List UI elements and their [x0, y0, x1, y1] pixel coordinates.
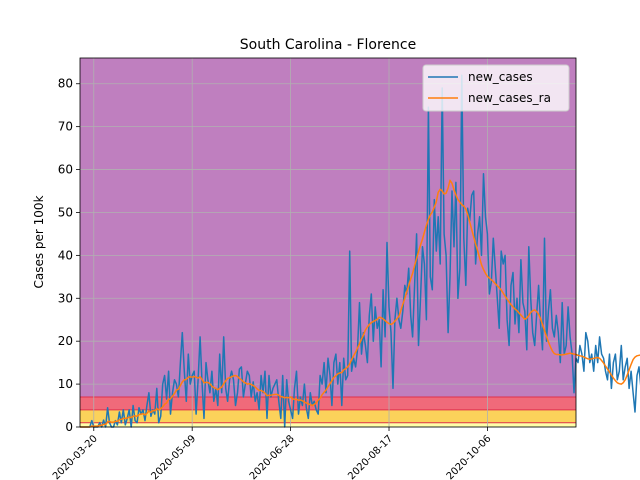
x-tick-label: 2020-08-17	[346, 433, 395, 480]
risk-bands	[80, 58, 576, 427]
x-axis: 2020-03-20 2020-05-09 2020-06-28 2020-08-17…	[51, 427, 494, 480]
plot-frame	[79, 57, 577, 428]
y-tick-label: 60	[58, 163, 73, 177]
risk-band	[80, 58, 576, 397]
y-tick-label: 50	[58, 205, 73, 219]
series-line-new_cases	[80, 74, 640, 428]
series-line-new_cases_ra	[80, 179, 640, 428]
y-tick-label: 70	[58, 120, 73, 134]
legend-label: new_cases	[468, 70, 533, 84]
risk-band	[80, 422, 576, 427]
legend: new_cases new_cases_ra	[422, 64, 570, 112]
y-tick-label: 80	[58, 77, 73, 91]
y-axis: 0 10 20 30 40 50 60 70 80	[58, 77, 80, 434]
x-tick-label: 2020-06-28	[248, 433, 297, 480]
legend-box	[422, 64, 570, 112]
y-tick-label: 0	[65, 420, 73, 434]
y-tick-label: 10	[58, 377, 73, 391]
series-lines	[80, 74, 640, 428]
x-tick-label: 2020-03-20	[51, 433, 100, 480]
y-axis-label: Cases per 100k	[32, 195, 46, 288]
y-tick-label: 40	[58, 248, 73, 262]
legend-label: new_cases_ra	[468, 91, 551, 105]
x-tick-label: 2020-05-09	[149, 433, 198, 480]
y-tick-label: 20	[58, 334, 73, 348]
chart-title: South Carolina - Florence	[240, 37, 416, 53]
x-tick-label: 2020-10-06	[445, 433, 494, 480]
y-tick-label: 30	[58, 291, 73, 305]
risk-band	[80, 396, 576, 410]
